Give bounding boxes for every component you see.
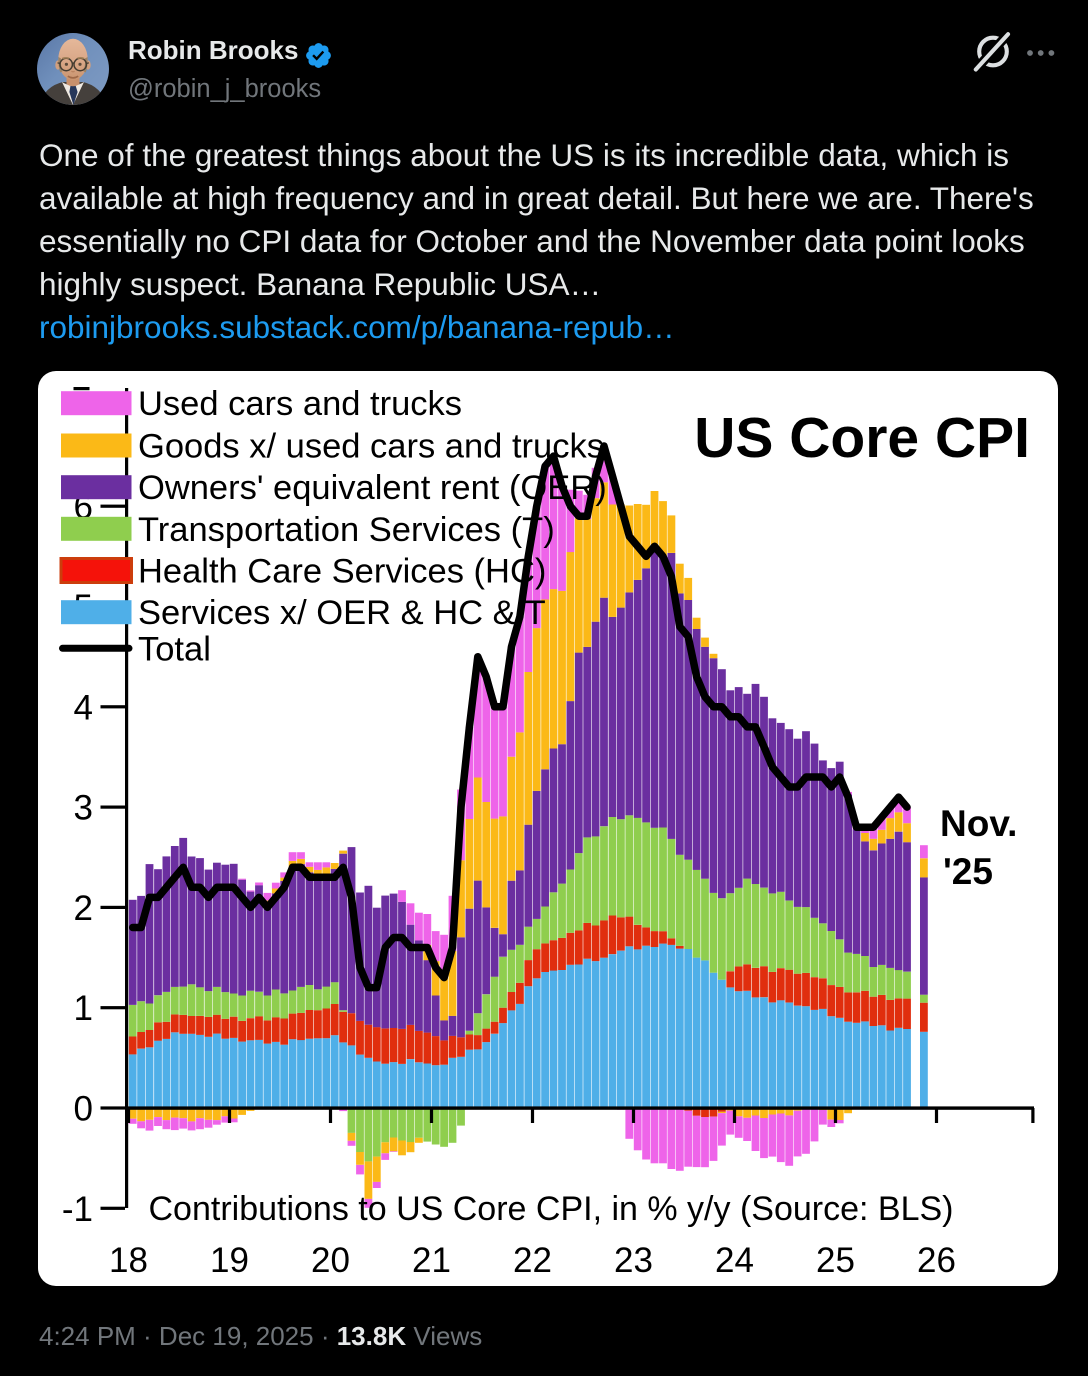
svg-text:Nov.: Nov. [940,803,1017,844]
svg-text:25: 25 [816,1241,855,1280]
svg-text:4: 4 [74,688,93,727]
svg-text:Goods x/ used cars and trucks: Goods x/ used cars and trucks [138,428,604,466]
svg-text:2: 2 [74,889,93,928]
svg-text:3: 3 [74,789,93,828]
svg-text:0: 0 [74,1090,93,1129]
svg-text:Transportation Services (T): Transportation Services (T) [138,511,555,549]
svg-text:Owners' equivalent rent (OER): Owners' equivalent rent (OER) [138,469,607,507]
svg-text:24: 24 [715,1241,754,1280]
svg-text:23: 23 [614,1241,653,1280]
svg-text:US Core CPI: US Core CPI [694,406,1030,470]
svg-text:'25: '25 [943,851,993,892]
svg-text:26: 26 [917,1241,956,1280]
svg-text:Contributions to US Core CPI,: Contributions to US Core CPI, in % y/y (… [149,1190,954,1228]
svg-text:18: 18 [109,1241,148,1280]
svg-text:19: 19 [210,1241,249,1280]
svg-text:Services x/ OER & HC & T: Services x/ OER & HC & T [138,594,546,632]
svg-text:21: 21 [412,1241,451,1280]
svg-text:Used cars and trucks: Used cars and trucks [138,385,462,423]
svg-text:Total: Total [138,630,211,668]
svg-text:22: 22 [513,1241,552,1280]
svg-text:1: 1 [74,989,93,1028]
svg-text:-1: -1 [62,1190,93,1229]
svg-text:Health Care Services (HC): Health Care Services (HC) [138,553,546,591]
svg-text:20: 20 [311,1241,350,1280]
